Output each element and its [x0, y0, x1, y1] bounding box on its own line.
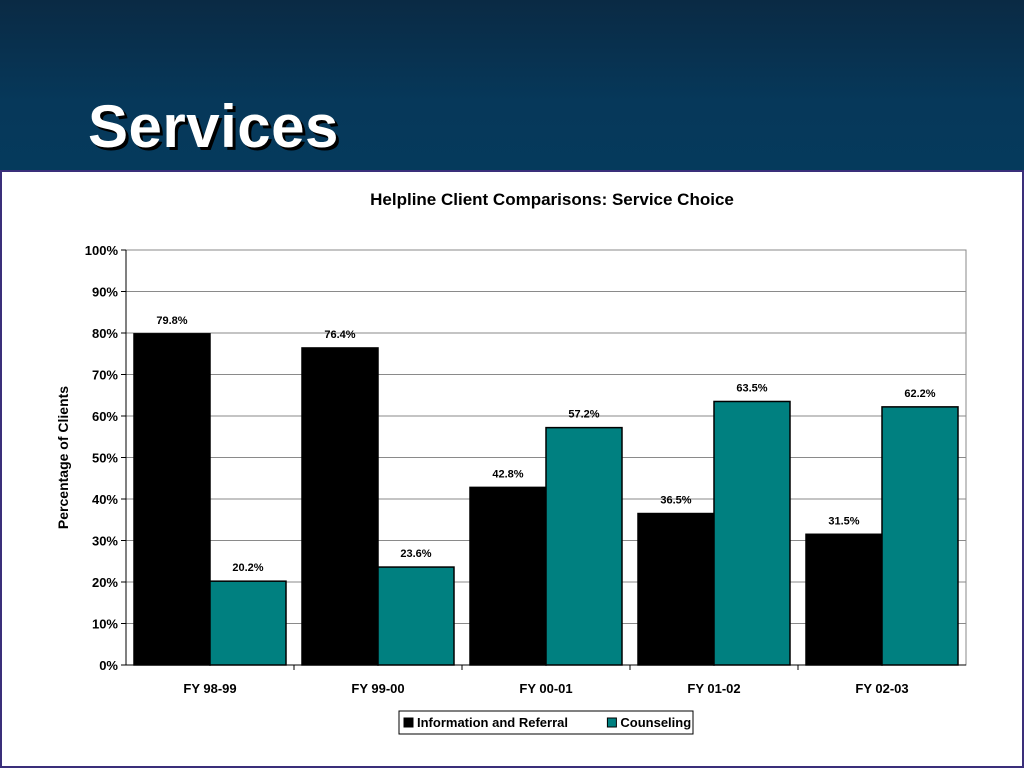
slide-title: Services — [88, 93, 339, 160]
y-tick-label: 40% — [92, 492, 118, 507]
bar — [469, 486, 547, 666]
legend-swatch — [403, 717, 414, 728]
bar — [133, 333, 211, 666]
x-tick-label: FY 00-01 — [519, 681, 572, 696]
x-tick-label: FY 98-99 — [183, 681, 236, 696]
y-tick-label: 60% — [92, 409, 118, 424]
legend-swatch — [606, 717, 617, 728]
legend-label: Information and Referral — [417, 715, 568, 730]
data-label: 31.5% — [828, 515, 859, 527]
x-tick-label: FY 99-00 — [351, 681, 404, 696]
data-label: 62.2% — [904, 388, 935, 400]
y-tick-label: 100% — [85, 243, 119, 258]
header-band — [0, 0, 1024, 170]
bar — [805, 533, 883, 666]
y-tick-label: 20% — [92, 575, 118, 590]
data-label: 76.4% — [324, 329, 355, 341]
bar — [881, 406, 959, 666]
bar — [377, 566, 455, 666]
y-tick-label: 0% — [99, 658, 118, 673]
y-tick-label: 80% — [92, 326, 118, 341]
x-tick-label: FY 02-03 — [855, 681, 908, 696]
bar — [301, 347, 379, 666]
y-tick-label: 50% — [92, 451, 118, 466]
data-label: 20.2% — [232, 562, 263, 574]
y-axis-label: Percentage of Clients — [55, 386, 71, 529]
y-tick-label: 70% — [92, 368, 118, 383]
data-label: 63.5% — [736, 382, 767, 394]
x-tick-label: FY 01-02 — [687, 681, 740, 696]
data-label: 57.2% — [568, 409, 599, 421]
bar — [545, 426, 623, 666]
data-label: 23.6% — [400, 548, 431, 560]
bar — [209, 580, 287, 666]
legend-box — [398, 710, 694, 735]
y-tick-label: 30% — [92, 534, 118, 549]
data-label: 42.8% — [492, 468, 523, 480]
chart-title: Helpline Client Comparisons: Service Cho… — [370, 190, 734, 209]
data-label: 79.8% — [156, 315, 187, 327]
legend-label: Counseling — [620, 715, 691, 730]
y-tick-label: 10% — [92, 617, 118, 632]
y-tick-label: 90% — [92, 285, 118, 300]
bar — [637, 512, 715, 666]
data-label: 36.5% — [660, 495, 691, 507]
bar — [713, 400, 791, 666]
